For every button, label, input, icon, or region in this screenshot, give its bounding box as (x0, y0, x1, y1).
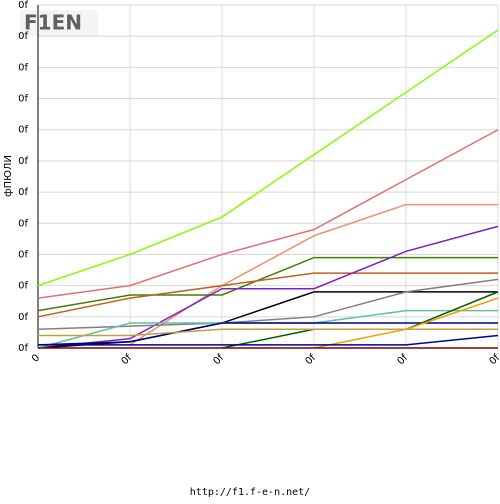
series-line (37, 129, 499, 299)
series-line (38, 334, 499, 346)
series-line (37, 29, 499, 287)
x-tick-label: 0f (211, 352, 226, 367)
series-line (37, 225, 499, 349)
y-tick-label: 0f (18, 281, 28, 292)
logo-text: F1EN (24, 11, 82, 35)
y-tick-label: 0f (18, 31, 28, 42)
series-line (38, 328, 498, 337)
y-tick-label: 0f (18, 62, 28, 73)
x-tick-label: 0f (119, 352, 134, 367)
x-tick-label: 0f (395, 352, 410, 367)
y-tick-label: 0f (18, 0, 28, 11)
series-line (37, 256, 498, 312)
x-tick-label: 0f (487, 352, 500, 367)
y-axis-label: фПЮЛИ (3, 155, 14, 197)
y-tick-label: 0f (18, 343, 28, 354)
y-tick-label: 0f (18, 187, 28, 198)
x-tick-label: 0 (30, 352, 42, 364)
footer-url: http://f1.f-e-n.net/ (190, 487, 310, 498)
logo: F1EN (20, 10, 98, 36)
y-tick-label: 0f (18, 125, 28, 136)
x-tick-label: 0f (303, 352, 318, 367)
y-tick-label: 0f (18, 156, 28, 167)
y-tick-label: 0f (18, 249, 28, 260)
y-tick-label: 0f (18, 218, 28, 229)
series-line (37, 272, 498, 318)
y-tick-label: 0f (18, 312, 28, 323)
y-tick-label: 0f (18, 94, 28, 105)
